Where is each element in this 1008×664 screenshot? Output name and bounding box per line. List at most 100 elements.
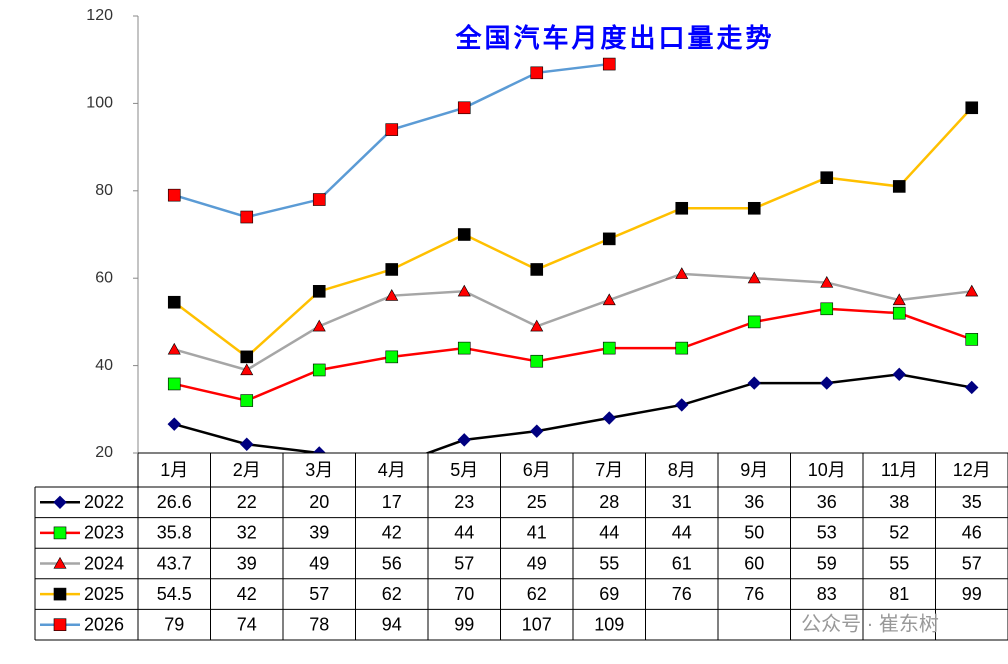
table-value: 42 (237, 584, 257, 604)
table-value: 70 (454, 584, 474, 604)
marker (965, 101, 979, 115)
table-value: 42 (382, 523, 402, 543)
table-value: 62 (382, 584, 402, 604)
marker (240, 437, 254, 451)
table-value: 109 (594, 614, 624, 634)
table-value: 81 (889, 584, 909, 604)
plot-area (167, 57, 979, 453)
marker (747, 271, 761, 284)
marker (820, 376, 834, 390)
series-line (173, 307, 973, 402)
marker (965, 333, 979, 346)
marker (457, 433, 471, 447)
legend-label: 2023 (84, 523, 124, 543)
marker (892, 367, 906, 382)
x-tick-label: 9月 (740, 460, 768, 480)
marker (385, 123, 399, 136)
table-value: 69 (599, 584, 619, 604)
marker (167, 342, 181, 355)
marker (892, 293, 906, 306)
table-value: 44 (454, 523, 474, 543)
marker (240, 363, 254, 376)
table-value: 54.5 (157, 584, 192, 604)
table-value: 99 (962, 584, 982, 604)
table-value: 76 (672, 584, 692, 604)
legend-marker (53, 587, 67, 601)
table-value: 32 (237, 523, 257, 543)
table-value: 50 (744, 523, 764, 543)
table-value: 107 (522, 614, 552, 634)
series-line (173, 106, 973, 359)
table-value: 35.8 (157, 523, 192, 543)
table-value: 38 (889, 492, 909, 512)
marker (602, 293, 616, 306)
table-value: 39 (309, 523, 329, 543)
marker (675, 398, 689, 412)
table-value: 41 (527, 523, 547, 543)
marker (240, 394, 254, 407)
marker (602, 57, 616, 71)
marker (530, 66, 544, 80)
table-value: 20 (309, 492, 329, 512)
legend-marker (53, 556, 67, 569)
y-tick-label: 120 (86, 7, 113, 24)
legend-label: 2026 (84, 614, 124, 634)
marker (965, 380, 979, 395)
marker (820, 171, 834, 184)
table-value: 26.6 (157, 492, 192, 512)
legend-label: 2024 (84, 553, 124, 573)
watermark: 公众号 · 崔东树 (801, 612, 939, 635)
table-value: 25 (527, 492, 547, 512)
table-value: 59 (817, 553, 837, 573)
table-value: 49 (309, 553, 329, 573)
table-value: 35 (962, 492, 982, 512)
table-value: 55 (599, 553, 619, 573)
marker (240, 350, 254, 364)
table-value: 17 (382, 492, 402, 512)
table-value: 57 (962, 553, 982, 573)
marker (457, 228, 471, 241)
table-value: 55 (889, 553, 909, 573)
x-tick-label: 7月 (595, 460, 623, 480)
table-value: 28 (599, 492, 619, 512)
series-line (173, 272, 972, 372)
table-value: 76 (744, 584, 764, 604)
marker (530, 263, 544, 276)
x-tick-label: 11月 (881, 460, 918, 480)
table-value: 52 (889, 523, 909, 543)
marker (167, 188, 181, 202)
table-value: 36 (817, 492, 837, 512)
x-tick-label: 4月 (378, 460, 406, 480)
x-tick-label: 10月 (808, 460, 846, 480)
legend-marker (53, 495, 67, 510)
x-tick-label: 8月 (668, 460, 696, 480)
table-value: 79 (164, 614, 184, 634)
marker (312, 319, 326, 332)
y-tick-label: 60 (95, 269, 113, 286)
chart-title: 全国汽车月度出口量走势 (454, 23, 774, 54)
table-value: 22 (237, 492, 257, 512)
table-value: 57 (309, 584, 329, 604)
marker (675, 267, 689, 279)
table-value: 39 (237, 553, 257, 573)
x-tick-label: 12月 (953, 460, 991, 480)
table-value: 36 (744, 492, 764, 512)
marker (965, 284, 979, 297)
marker (312, 193, 326, 206)
marker (892, 306, 906, 320)
legend-label: 2025 (84, 584, 124, 604)
marker (675, 341, 689, 355)
marker (747, 376, 761, 390)
table-value: 44 (599, 523, 619, 543)
marker (747, 315, 761, 329)
marker (747, 201, 761, 215)
data-table: 1月 2月 3月 4月 5月 6月 7月 8月 9月 10月 11月 12月 2022 26.6 22 20 1… (34, 452, 1008, 641)
table-value: 99 (454, 614, 474, 634)
marker (602, 341, 616, 355)
marker (457, 284, 471, 297)
marker (530, 354, 544, 368)
x-tick-label: 2月 (233, 460, 261, 480)
marker (385, 350, 399, 364)
marker (312, 363, 326, 377)
